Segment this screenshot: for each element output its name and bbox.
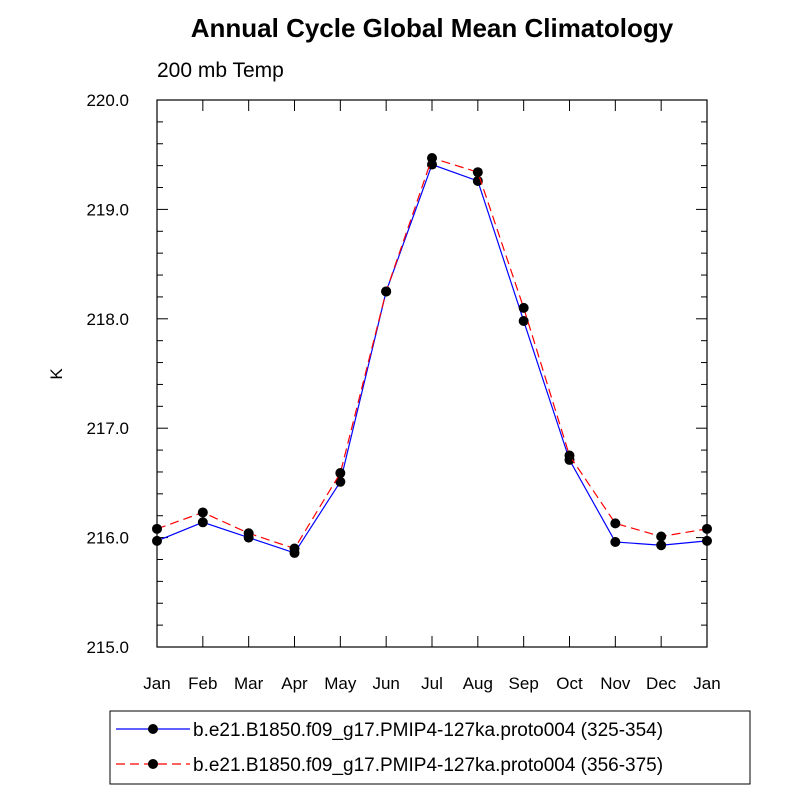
data-point: [518, 302, 529, 313]
x-tick-label: Feb: [188, 674, 217, 693]
x-tick-label: Oct: [556, 674, 583, 693]
y-tick-label: 215.0: [86, 638, 129, 657]
series-line: [156, 157, 708, 550]
data-point: [152, 535, 162, 546]
y-tick-label: 219.0: [86, 200, 129, 219]
x-tick-label: Jan: [143, 674, 170, 693]
legend-box: [109, 710, 751, 785]
data-point: [702, 535, 712, 546]
x-tick-label: Nov: [600, 674, 631, 693]
legend-marker: [148, 759, 158, 769]
data-point: [656, 540, 667, 551]
x-tick-label: Jan: [693, 674, 720, 693]
data-point: [289, 543, 300, 554]
x-tick-label: Jun: [372, 674, 399, 693]
legend: b.e21.B1850.f09_g17.PMIP4-127ka.proto004…: [116, 720, 663, 776]
x-tick-label: May: [324, 674, 357, 693]
legend-label: b.e21.B1850.f09_g17.PMIP4-127ka.proto004…: [193, 720, 663, 741]
x-axis: Jan Feb Mar Apr May Jun Jul Aug Sep Oct Nov Dec Jan: [143, 100, 721, 693]
data-point: [702, 523, 712, 534]
x-tick-label: Apr: [281, 674, 308, 693]
y-tick-label: 217.0: [86, 419, 129, 438]
series-line: [156, 163, 708, 554]
data-point: [472, 167, 483, 178]
series-1: [152, 159, 712, 558]
series-layer: [152, 152, 712, 558]
plot-frame: [156, 99, 708, 648]
data-point: [427, 152, 437, 163]
x-tick-label: Jul: [421, 674, 443, 693]
data-point: [518, 315, 529, 326]
x-tick-label: Dec: [646, 674, 677, 693]
legend-marker: [148, 724, 158, 734]
data-point: [335, 476, 346, 487]
data-point: [656, 531, 667, 542]
chart-subtitle: 200 mb Temp: [157, 59, 284, 82]
data-point: [335, 468, 346, 479]
legend-item: b.e21.B1850.f09_g17.PMIP4-127ka.proto004…: [116, 755, 663, 776]
data-point: [197, 507, 208, 518]
data-point: [610, 536, 621, 547]
data-point: [564, 450, 575, 461]
x-tick-label: Sep: [509, 674, 539, 693]
y-axis-label: K: [47, 368, 66, 380]
data-point: [152, 523, 162, 534]
y-axis: 215.0 216.0 217.0 218.0 219.0 220.0: [86, 91, 707, 657]
y-tick-label: 216.0: [86, 529, 129, 548]
legend-item: b.e21.B1850.f09_g17.PMIP4-127ka.proto004…: [116, 720, 663, 741]
x-tick-label: Aug: [463, 674, 493, 693]
chart-title: Annual Cycle Global Mean Climatology: [191, 13, 674, 43]
series-2: [152, 152, 712, 554]
data-point: [381, 286, 392, 297]
data-point: [243, 528, 254, 539]
y-tick-label: 220.0: [86, 91, 129, 110]
y-tick-label: 218.0: [86, 310, 129, 329]
legend-label: b.e21.B1850.f09_g17.PMIP4-127ka.proto004…: [193, 755, 663, 776]
data-point: [197, 517, 208, 528]
data-point: [610, 518, 621, 529]
x-tick-label: Mar: [234, 674, 264, 693]
